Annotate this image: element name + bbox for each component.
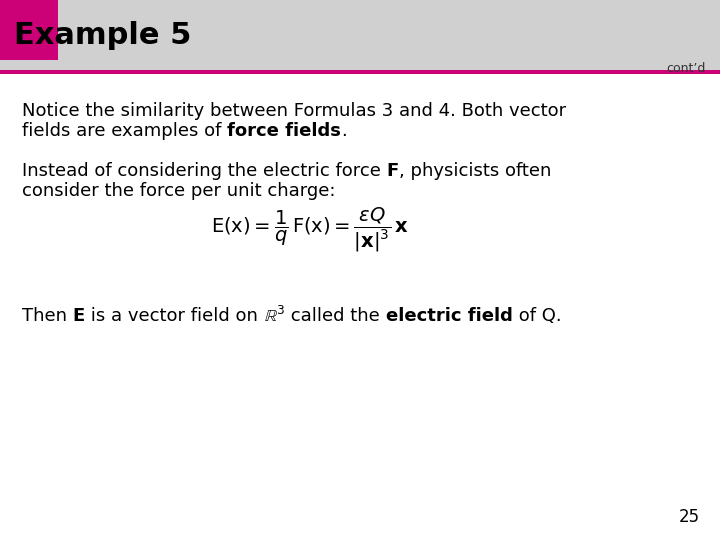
Text: E: E: [73, 307, 85, 325]
Bar: [0, 0, 58, 60]
Text: called the: called the: [285, 307, 386, 325]
Text: Instead of considering the electric force: Instead of considering the electric forc…: [22, 162, 387, 180]
Text: $\mathrm{E(x)} = \dfrac{1}{q}\,\mathrm{F(x)} = \dfrac{\varepsilon Q}{|\mathbf{x}: $\mathrm{E(x)} = \dfrac{1}{q}\,\mathrm{F…: [211, 206, 409, 254]
Text: cont’d: cont’d: [667, 62, 706, 75]
Text: of Q.: of Q.: [513, 307, 562, 325]
Text: Notice the similarity between Formulas 3 and 4. Both vector: Notice the similarity between Formulas 3…: [22, 102, 566, 120]
Text: is a vector field on: is a vector field on: [85, 307, 264, 325]
Text: fields are examples of: fields are examples of: [22, 122, 227, 140]
Text: .: .: [341, 122, 347, 140]
Text: Then: Then: [22, 307, 73, 325]
Text: consider the force per unit charge:: consider the force per unit charge:: [22, 182, 336, 200]
Text: force fields: force fields: [227, 122, 341, 140]
Text: F: F: [387, 162, 399, 180]
Bar: [0, 70, 720, 74]
Text: , physicists often: , physicists often: [399, 162, 552, 180]
Text: Example 5: Example 5: [14, 22, 192, 51]
Text: electric field: electric field: [386, 307, 513, 325]
Text: 25: 25: [679, 508, 700, 526]
Bar: [0, 0, 720, 70]
Text: $\mathbb{R}^3$: $\mathbb{R}^3$: [264, 306, 285, 326]
